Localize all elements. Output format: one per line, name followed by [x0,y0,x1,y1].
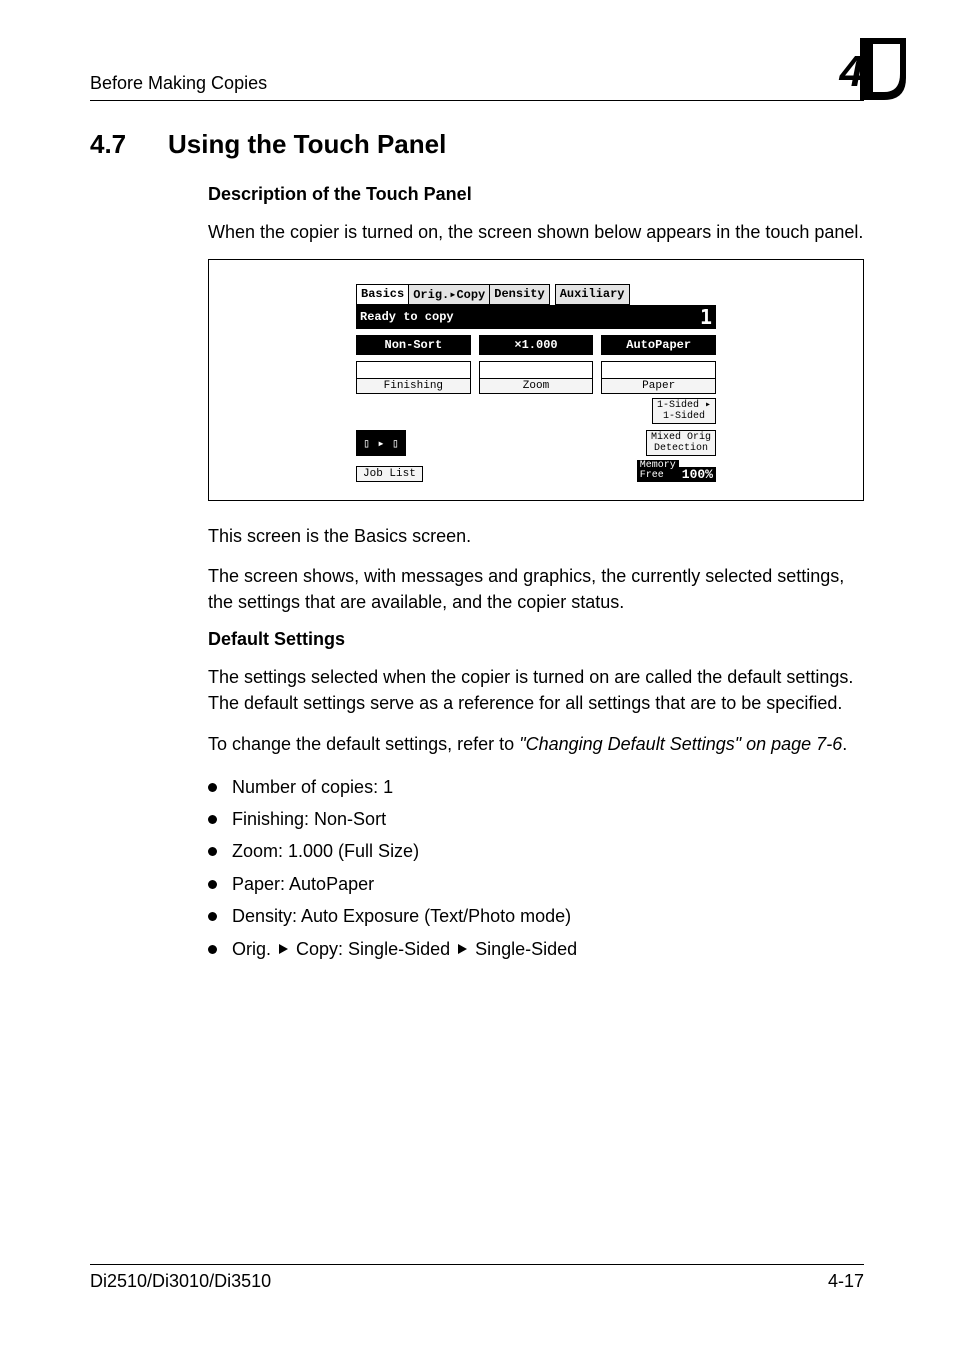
footer-model: Di2510/Di3010/Di3510 [90,1271,271,1292]
tp-label-paper: Paper [601,379,716,394]
tp-btn-nonsort[interactable]: Non-Sort [356,335,471,355]
tp-tab-origcopy[interactable]: Orig.▸Copy [408,284,490,305]
tp-label-zoom: Zoom [479,379,594,394]
tp-orig-copy-icon[interactable]: ▯ ▸ ▯ [356,430,406,456]
page-tab-decoration [860,38,906,100]
triangle-icon [458,944,467,954]
para-intro: When the copier is turned on, the screen… [208,219,864,245]
bullet-zoom: Zoom: 1.000 (Full Size) [208,835,864,867]
defaults-bullet-list: Number of copies: 1 Finishing: Non-Sort … [208,771,864,965]
tp-memory-value: 100% [679,467,716,482]
tp-tab-basics[interactable]: Basics [356,284,409,305]
tp-tab-density[interactable]: Density [489,284,549,305]
tp-shelf-2 [479,361,594,379]
para-change-default: To change the default settings, refer to… [208,731,864,757]
tp-btn-autopaper[interactable]: AutoPaper [601,335,716,355]
b6-pre: Orig. [232,939,276,959]
para-screen-shows: The screen shows, with messages and grap… [208,563,864,615]
bullet-paper: Paper: AutoPaper [208,868,864,900]
tp-tab-auxiliary[interactable]: Auxiliary [555,284,630,305]
tp-btn-joblist[interactable]: Job List [356,466,423,482]
subheading-description: Description of the Touch Panel [208,184,864,205]
b6-mid: Copy: Single-Sided [291,939,455,959]
para2-post: . [842,734,847,754]
bullet-finishing: Finishing: Non-Sort [208,803,864,835]
para-basics-screen: This screen is the Basics screen. [208,523,864,549]
tp-btn-zoom[interactable]: ×1.000 [479,335,594,355]
section-title: Using the Touch Panel [168,129,446,160]
tp-copy-count: 1 [700,307,712,327]
bullet-orig-copy: Orig. Copy: Single-Sided Single-Sided [208,933,864,965]
tp-shelf-1 [356,361,471,379]
tp-shelf-3 [601,361,716,379]
tp-label-finishing: Finishing [356,379,471,394]
section-number: 4.7 [90,129,140,160]
footer-page: 4-17 [828,1271,864,1292]
subheading-default: Default Settings [208,629,864,650]
para2-ref: "Changing Default Settings" on page 7-6 [519,734,842,754]
b6-post: Single-Sided [470,939,577,959]
breadcrumb: Before Making Copies [90,73,267,94]
bullet-copies: Number of copies: 1 [208,771,864,803]
tp-btn-sided[interactable]: 1-Sided ▸ 1-Sided [652,398,716,424]
triangle-icon [279,944,288,954]
para-default-settings: The settings selected when the copier is… [208,664,864,716]
touch-panel-screenshot: Basics Orig.▸Copy Density Auxiliary Read… [208,259,864,501]
bullet-density: Density: Auto Exposure (Text/Photo mode) [208,900,864,932]
tp-memory-label: Memory Free [637,460,679,482]
para2-pre: To change the default settings, refer to [208,734,519,754]
tp-btn-mixed-orig[interactable]: Mixed Orig Detection [646,430,716,456]
tp-status-text: Ready to copy [360,310,454,324]
